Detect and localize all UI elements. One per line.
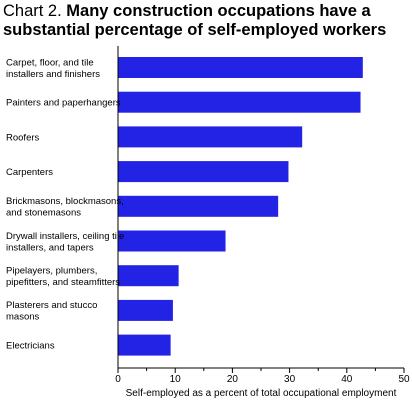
x-tick-label: 10: [170, 374, 182, 385]
bars-group: [118, 57, 363, 356]
category-label: Painters and paperhangers: [6, 98, 121, 109]
bar: [118, 299, 173, 321]
x-tick-label: 30: [284, 374, 296, 385]
chart-title-text: Many construction occupations have a sub…: [3, 2, 387, 39]
category-label: Electricians: [6, 341, 55, 352]
x-axis: 0 10 20 30 40 50: [115, 46, 410, 385]
category-label: Carpet, floor, and tile installers and fi…: [6, 57, 100, 80]
x-tick-label: 20: [227, 374, 239, 385]
bar: [118, 334, 171, 356]
category-label: Plasterers and stucco masons: [6, 300, 97, 323]
category-labels: Carpet, floor, and tile installers and fi…: [6, 57, 124, 351]
category-label: Pipelayers, plumbers, pipefitters, and st…: [6, 265, 120, 288]
bar: [118, 265, 179, 287]
bar: [118, 230, 226, 252]
x-tick-label: 0: [115, 374, 121, 385]
category-label: Drywall installers, ceiling tile installe…: [6, 231, 124, 254]
bar: [118, 126, 303, 148]
category-label: Roofers: [6, 132, 40, 143]
chart-title: Chart 2. Many construction occupations h…: [3, 2, 411, 40]
bar: [118, 195, 279, 217]
x-tick-label: 40: [341, 374, 353, 385]
bar: [118, 57, 363, 78]
x-tick-label: 50: [398, 374, 410, 385]
bar: [118, 91, 361, 113]
chart-label: Chart 2.: [3, 2, 62, 20]
category-label: Carpenters: [6, 167, 53, 178]
x-axis-label: Self-employed as a percent of total occu…: [126, 388, 397, 399]
category-label: Brickmasons, blockmasons, and stonemasons: [6, 196, 124, 219]
bar: [118, 161, 289, 183]
